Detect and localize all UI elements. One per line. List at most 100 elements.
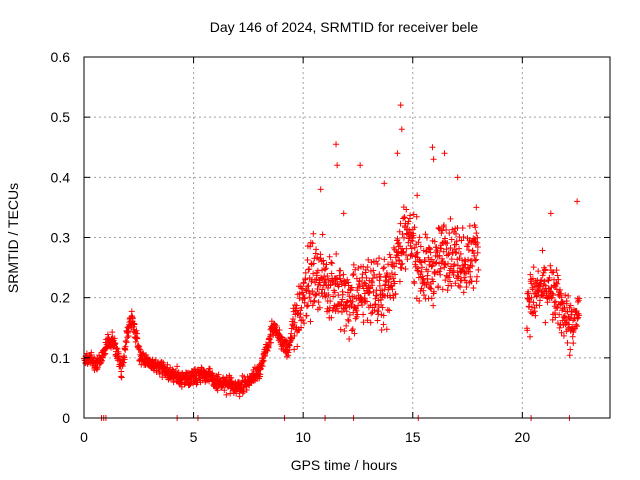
data-point xyxy=(437,265,444,272)
data-point xyxy=(121,356,128,363)
data-point xyxy=(418,264,425,271)
data-point xyxy=(293,302,300,309)
data-point xyxy=(569,333,576,340)
data-point xyxy=(469,263,476,270)
data-point xyxy=(436,260,443,267)
data-point xyxy=(414,249,421,256)
data-point xyxy=(338,281,345,288)
y-tick-label: 0.1 xyxy=(51,350,71,366)
data-point xyxy=(355,302,362,309)
data-point xyxy=(118,368,125,375)
data-point xyxy=(533,293,540,300)
data-point xyxy=(431,238,438,245)
data-point xyxy=(236,393,243,400)
data-point xyxy=(350,270,357,277)
data-point xyxy=(405,218,412,225)
data-point xyxy=(532,312,539,319)
data-point xyxy=(339,291,346,298)
data-point xyxy=(306,294,313,301)
data-point xyxy=(423,234,430,241)
data-point xyxy=(94,366,101,373)
data-point xyxy=(345,282,352,289)
data-point xyxy=(553,267,560,274)
data-point xyxy=(300,279,307,286)
data-point xyxy=(309,288,316,295)
x-tick-label: 5 xyxy=(190,429,198,445)
data-point xyxy=(350,309,357,316)
data-point xyxy=(137,346,144,353)
data-point xyxy=(407,242,414,249)
data-point xyxy=(454,224,461,231)
data-point xyxy=(296,290,303,297)
data-point xyxy=(545,277,552,284)
data-point xyxy=(331,289,338,296)
data-point xyxy=(548,295,555,302)
data-point xyxy=(420,287,427,294)
data-point xyxy=(471,236,478,243)
data-point xyxy=(574,298,581,305)
data-point xyxy=(556,286,563,293)
data-point xyxy=(391,263,398,270)
data-point xyxy=(367,319,374,326)
data-point xyxy=(288,334,295,341)
data-point xyxy=(360,319,367,326)
data-point xyxy=(409,252,416,259)
data-point xyxy=(363,298,370,305)
data-point xyxy=(403,245,410,252)
data-point xyxy=(339,296,346,303)
data-point xyxy=(250,366,257,373)
data-point xyxy=(397,102,404,109)
data-point xyxy=(383,326,390,333)
data-point xyxy=(472,224,479,231)
data-point xyxy=(164,361,171,368)
data-point xyxy=(385,276,392,283)
data-point xyxy=(336,272,343,279)
data-point xyxy=(413,250,420,257)
data-point xyxy=(116,353,123,360)
data-point xyxy=(404,256,411,263)
data-point xyxy=(329,260,336,267)
data-point xyxy=(348,284,355,291)
data-point xyxy=(416,297,423,304)
data-point xyxy=(474,244,481,251)
data-point xyxy=(186,382,193,389)
data-point xyxy=(174,363,181,370)
data-point xyxy=(398,265,405,272)
data-point xyxy=(452,280,459,287)
data-point xyxy=(445,274,452,281)
data-point xyxy=(542,319,549,326)
data-point xyxy=(536,302,543,309)
data-point xyxy=(290,316,297,323)
data-point xyxy=(446,230,453,237)
data-point xyxy=(363,274,370,281)
data-point xyxy=(544,299,551,306)
data-point xyxy=(565,316,572,323)
data-point xyxy=(260,357,267,364)
data-point xyxy=(343,299,350,306)
data-point xyxy=(319,267,326,274)
data-point xyxy=(310,270,317,277)
data-point xyxy=(547,210,554,217)
data-point xyxy=(553,305,560,312)
data-point xyxy=(402,265,409,272)
data-point xyxy=(294,343,301,350)
data-point xyxy=(394,150,401,157)
data-point xyxy=(390,275,397,282)
data-point xyxy=(541,278,548,285)
data-point xyxy=(469,247,476,254)
data-point xyxy=(380,265,387,272)
data-point xyxy=(452,249,459,256)
data-point xyxy=(227,390,234,397)
data-point xyxy=(348,302,355,309)
data-point xyxy=(345,316,352,323)
data-point xyxy=(298,304,305,311)
data-point xyxy=(109,329,116,336)
data-point xyxy=(341,328,348,335)
data-point xyxy=(527,271,534,278)
data-point xyxy=(392,291,399,298)
data-point xyxy=(333,305,340,312)
data-point xyxy=(461,274,468,281)
data-point xyxy=(552,314,559,321)
y-tick-label: 0.4 xyxy=(51,169,71,185)
data-point xyxy=(123,338,130,345)
